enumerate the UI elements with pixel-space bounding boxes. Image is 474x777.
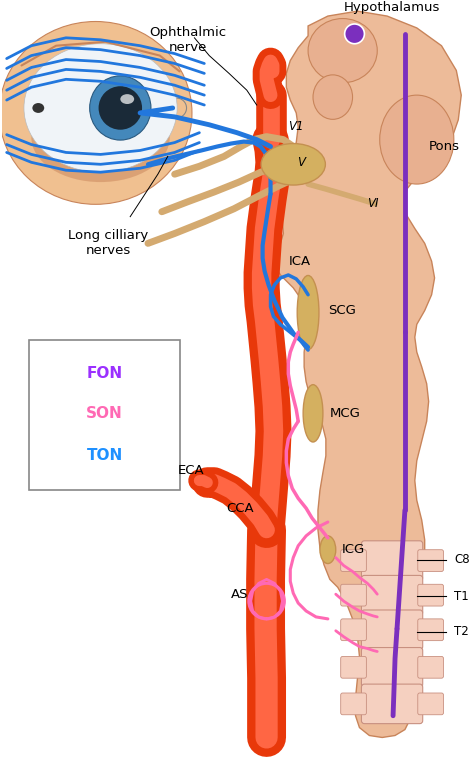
Text: FON: FON: [86, 366, 123, 382]
Text: T1: T1: [455, 590, 469, 603]
FancyBboxPatch shape: [341, 584, 366, 606]
Text: CCA: CCA: [226, 502, 254, 514]
FancyBboxPatch shape: [418, 584, 444, 606]
FancyBboxPatch shape: [362, 576, 423, 615]
Ellipse shape: [32, 103, 44, 113]
FancyBboxPatch shape: [341, 619, 366, 640]
Text: VI: VI: [367, 197, 379, 211]
Ellipse shape: [313, 75, 353, 120]
Text: Hypothalamus: Hypothalamus: [344, 1, 440, 14]
Text: ICG: ICG: [342, 543, 365, 556]
Ellipse shape: [320, 536, 336, 563]
Circle shape: [345, 24, 365, 44]
Ellipse shape: [297, 276, 319, 350]
Ellipse shape: [90, 76, 151, 140]
FancyBboxPatch shape: [418, 549, 444, 571]
FancyBboxPatch shape: [362, 647, 423, 687]
Text: ECA: ECA: [178, 464, 204, 477]
Ellipse shape: [380, 95, 454, 184]
Text: C8: C8: [455, 553, 470, 566]
FancyBboxPatch shape: [418, 693, 444, 715]
Ellipse shape: [308, 19, 377, 83]
Circle shape: [99, 86, 142, 130]
Text: SON: SON: [86, 406, 123, 421]
Text: TON: TON: [86, 448, 123, 463]
Ellipse shape: [120, 94, 134, 104]
FancyBboxPatch shape: [341, 693, 366, 715]
FancyBboxPatch shape: [341, 549, 366, 571]
Text: T2: T2: [455, 625, 469, 638]
FancyBboxPatch shape: [362, 684, 423, 723]
Text: SCG: SCG: [328, 304, 356, 317]
Text: Long cilliary
nerves: Long cilliary nerves: [68, 228, 148, 256]
Text: ICA: ICA: [288, 255, 310, 267]
FancyBboxPatch shape: [362, 541, 423, 580]
FancyBboxPatch shape: [362, 610, 423, 650]
Text: Ophthalmic
nerve: Ophthalmic nerve: [149, 26, 226, 54]
Ellipse shape: [24, 44, 177, 172]
Text: MCG: MCG: [330, 407, 361, 420]
FancyBboxPatch shape: [418, 657, 444, 678]
FancyBboxPatch shape: [418, 619, 444, 640]
Ellipse shape: [31, 93, 170, 182]
FancyBboxPatch shape: [29, 340, 180, 490]
Text: V1: V1: [288, 120, 304, 133]
Ellipse shape: [261, 144, 325, 185]
FancyBboxPatch shape: [341, 657, 366, 678]
Polygon shape: [276, 11, 461, 737]
Text: V: V: [297, 156, 305, 169]
Ellipse shape: [303, 385, 323, 442]
Text: AS: AS: [231, 587, 249, 601]
Text: Pons: Pons: [428, 140, 460, 153]
Ellipse shape: [0, 22, 192, 204]
